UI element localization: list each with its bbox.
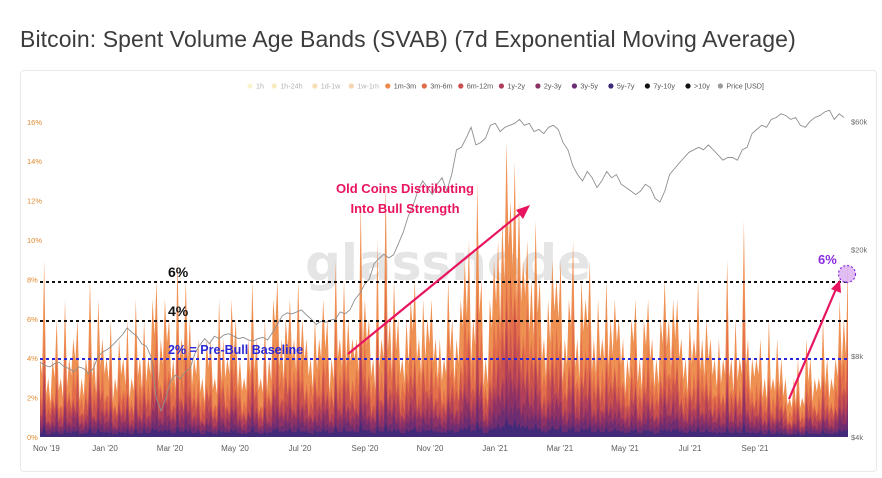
legend-label: 5y-7y [617,82,635,91]
current-highlight-circle [837,264,857,284]
x-tick-label: May '21 [611,444,639,453]
legend-item[interactable]: 6m-12m [458,82,493,91]
series-price-line [39,109,845,413]
y-left-tick-label: 14% [27,157,42,166]
legend-swatch [312,83,318,89]
annotation-old-coins-line2: Into Bull Strength [350,201,459,216]
x-axis: Nov '19 Jan '20 Mar '20 May '20 Jul '20 Sep '… [33,444,769,453]
legend-label: 7y-10y [653,82,675,91]
annotation-old-coins-line1: Old Coins Distributing [336,181,474,196]
legend-item[interactable]: 1y-2y [498,82,526,91]
x-tick-label: May '20 [221,444,249,453]
x-tick-label: Jan '21 [482,444,508,453]
legend-item[interactable]: 5y-7y [608,82,635,91]
y-left-tick-label: 6% [27,315,38,324]
legend-swatch [247,83,253,89]
y-axis-left: 0% 2% 4% 6% 8% 10% 12% 14% 16% [27,118,42,442]
legend-label: 3y-5y [580,82,598,91]
legend-item[interactable]: 1h [247,82,264,91]
legend-swatch [348,83,354,89]
legend-item[interactable]: 1d-1w [312,82,341,91]
x-tick-label: Mar '20 [157,444,184,453]
y-left-tick-label: 16% [27,118,42,127]
y-left-tick-label: 8% [27,275,38,284]
legend-swatch [498,83,504,89]
label-6pct: 6% [168,264,189,280]
arrow-bull-trend [347,205,530,355]
legend-item[interactable]: 3m-6m [421,82,453,91]
legend-label: 3m-6m [430,82,452,91]
chart-title: Bitcoin: Spent Volume Age Bands (SVAB) (… [20,26,796,52]
y-left-tick-label: 4% [27,354,38,363]
arrow-current-rise [787,280,841,400]
legend-item[interactable]: >10y [685,82,710,91]
legend-item[interactable]: 1m-3m [385,82,416,91]
legend-item[interactable]: 1h-24h [271,82,303,91]
area-layer-6m-12m [40,296,848,437]
chart-legend: 1h 1h-24h 1d-1w 1w-1m 1m-3m 3m-6m 6m-12m 1y-2y 2… [247,82,764,91]
legend-swatch [385,83,391,89]
x-tick-label: Jul '21 [679,444,702,453]
label-baseline: 2% = Pre-Bull Baseline [168,343,303,357]
chart-frame [20,70,877,472]
watermark: glassnode [305,234,591,292]
y-left-tick-label: 12% [27,197,42,206]
legend-swatch [421,83,427,89]
legend-item[interactable]: 1w-1m [348,82,379,91]
legend-item[interactable]: 3y-5y [571,82,599,91]
y-right-tick-label: $60k [851,117,868,126]
legend-label: 1h [256,82,264,91]
legend-item[interactable]: Price [USD] [717,82,764,91]
y-left-tick-label: 0% [27,433,38,442]
x-tick-label: Nov '20 [417,444,444,453]
y-axis-right: $4k $8k $20k $60k [851,117,868,442]
y-left-tick-label: 2% [27,394,38,403]
label-4pct: 4% [168,303,189,319]
area-layer-1m-3m [40,141,848,437]
legend-swatch [644,83,651,89]
y-right-tick-label: $4k [851,433,863,442]
x-tick-label: Jan '20 [92,444,118,453]
legend-swatch [685,83,691,89]
legend-swatch [608,83,614,89]
legend-label: 2y-3y [544,82,562,91]
legend-label: 6m-12m [467,82,493,91]
area-layer-2y-3y [40,374,848,437]
legend-label: 1y-2y [507,82,525,91]
legend-swatch [535,83,541,89]
legend-label: 1w-1m [357,82,379,91]
legend-swatch [458,83,464,89]
legend-label: Price [USD] [726,82,764,91]
legend-label: >10y [694,82,710,91]
legend-swatch [271,83,277,89]
area-layer-1y-2y [40,328,848,437]
legend-swatch [571,83,578,89]
legend-label: 1h-24h [280,82,302,91]
legend-label: 1m-3m [394,82,416,91]
legend-swatch [717,83,724,89]
x-tick-label: Sep '21 [742,444,769,453]
y-left-tick-label: 10% [27,236,42,245]
x-tick-label: Mar '21 [547,444,574,453]
area-layers [40,141,848,437]
area-layer-5y-7y [40,416,848,437]
label-current-6pct: 6% [818,252,837,267]
legend-label: 1d-1w [321,82,341,91]
x-tick-label: Nov '19 [33,444,60,453]
legend-item[interactable]: 7y-10y [644,82,676,91]
x-tick-label: Jul '20 [289,444,312,453]
x-tick-label: Sep '20 [352,444,379,453]
legend-item[interactable]: 2y-3y [535,82,562,91]
area-layer-3y-5y [40,397,848,437]
y-right-tick-label: $8k [851,352,863,361]
y-right-tick-label: $20k [851,245,868,254]
